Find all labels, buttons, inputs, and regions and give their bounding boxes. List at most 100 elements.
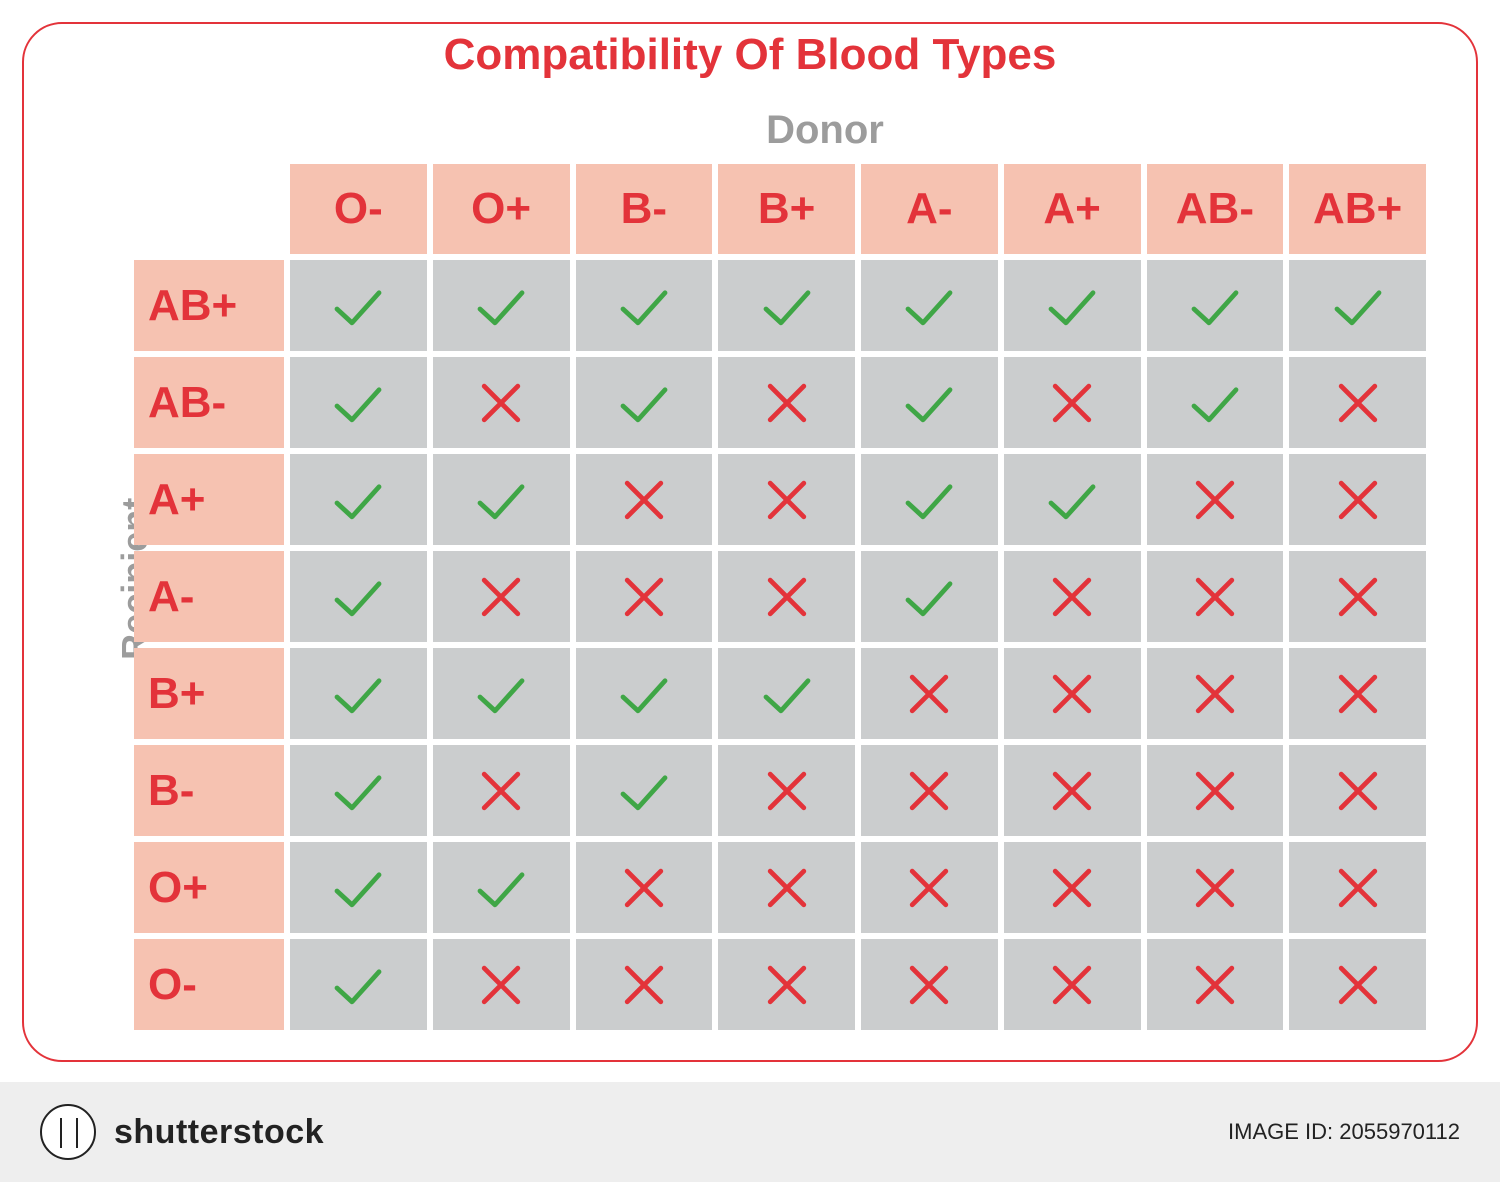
compatibility-cell (861, 357, 998, 448)
cross-icon (757, 955, 817, 1015)
check-icon (328, 761, 388, 821)
compatibility-cell (1004, 454, 1141, 545)
check-icon (614, 664, 674, 724)
compatibility-cell (718, 454, 855, 545)
compatibility-cell (576, 454, 713, 545)
recipient-header: A+ (134, 454, 284, 545)
compatibility-cell (576, 939, 713, 1030)
compatibility-grid: O-O+B-B+A-A+AB-AB+AB+AB-A+A-B+B-O+O- (134, 164, 1426, 1030)
compatibility-cell (718, 745, 855, 836)
compatibility-cell (576, 842, 713, 933)
cross-icon (757, 761, 817, 821)
compatibility-cell (1004, 551, 1141, 642)
compatibility-cell (433, 939, 570, 1030)
check-icon (899, 373, 959, 433)
donor-header: A- (861, 164, 998, 254)
compatibility-cell (433, 551, 570, 642)
compatibility-cell (576, 357, 713, 448)
cross-icon (899, 858, 959, 918)
check-icon (899, 470, 959, 530)
cross-icon (1328, 567, 1388, 627)
footer-image-id-value: 2055970112 (1339, 1119, 1460, 1144)
recipient-header: A- (134, 551, 284, 642)
cross-icon (1185, 664, 1245, 724)
stock-footer: shutterstock IMAGE ID: 2055970112 (0, 1082, 1500, 1182)
chart-frame: Compatibility Of Blood Types Donor Recip… (22, 22, 1478, 1062)
check-icon (1042, 276, 1102, 336)
cross-icon (1042, 664, 1102, 724)
compatibility-cell (1004, 648, 1141, 739)
check-icon (899, 567, 959, 627)
check-icon (471, 470, 531, 530)
compatibility-cell (290, 260, 427, 351)
cross-icon (1042, 761, 1102, 821)
cross-icon (1042, 373, 1102, 433)
cross-icon (757, 470, 817, 530)
compatibility-cell (861, 454, 998, 545)
check-icon (328, 955, 388, 1015)
check-icon (328, 664, 388, 724)
check-icon (328, 276, 388, 336)
title-wrap: Compatibility Of Blood Types (24, 30, 1476, 80)
check-icon (614, 373, 674, 433)
compatibility-cell (1289, 357, 1426, 448)
cross-icon (1328, 664, 1388, 724)
cross-icon (899, 761, 959, 821)
cross-icon (614, 567, 674, 627)
donor-axis-label: Donor (64, 108, 1436, 153)
cross-icon (614, 955, 674, 1015)
compatibility-cell (433, 648, 570, 739)
cross-icon (1042, 955, 1102, 1015)
compatibility-cell (1147, 842, 1284, 933)
donor-header: B- (576, 164, 713, 254)
compatibility-cell (433, 842, 570, 933)
compatibility-cell (861, 842, 998, 933)
cross-icon (614, 470, 674, 530)
recipient-header: O- (134, 939, 284, 1030)
chart-content: Donor Recipient O-O+B-B+A-A+AB-AB+AB+AB-… (64, 94, 1436, 1030)
compatibility-cell (718, 260, 855, 351)
compatibility-cell (1004, 939, 1141, 1030)
check-icon (757, 664, 817, 724)
cross-icon (1185, 858, 1245, 918)
check-icon (899, 276, 959, 336)
check-icon (1042, 470, 1102, 530)
compatibility-cell (433, 454, 570, 545)
footer-image-id-label: IMAGE ID: (1228, 1119, 1333, 1144)
compatibility-cell (718, 939, 855, 1030)
compatibility-cell (861, 260, 998, 351)
compatibility-cell (1289, 939, 1426, 1030)
compatibility-cell (718, 842, 855, 933)
footer-brand: shutterstock (114, 1113, 324, 1152)
check-icon (757, 276, 817, 336)
compatibility-cell (1147, 454, 1284, 545)
compatibility-cell (1147, 551, 1284, 642)
compatibility-cell (861, 939, 998, 1030)
donor-header: AB+ (1289, 164, 1426, 254)
cross-icon (1328, 858, 1388, 918)
check-icon (328, 567, 388, 627)
compatibility-cell (1289, 260, 1426, 351)
cross-icon (899, 955, 959, 1015)
compatibility-cell (1147, 745, 1284, 836)
cross-icon (757, 858, 817, 918)
compatibility-cell (433, 260, 570, 351)
recipient-header: B+ (134, 648, 284, 739)
recipient-header: AB+ (134, 260, 284, 351)
check-icon (471, 276, 531, 336)
footer-image-id: IMAGE ID: 2055970112 (1228, 1119, 1460, 1145)
cross-icon (614, 858, 674, 918)
recipient-header: AB- (134, 357, 284, 448)
compatibility-cell (1147, 260, 1284, 351)
recipient-header: O+ (134, 842, 284, 933)
check-icon (471, 664, 531, 724)
cross-icon (1328, 955, 1388, 1015)
donor-header: O+ (433, 164, 570, 254)
compatibility-cell (718, 551, 855, 642)
compatibility-cell (290, 454, 427, 545)
cross-icon (1042, 567, 1102, 627)
donor-header: AB- (1147, 164, 1284, 254)
compatibility-cell (576, 648, 713, 739)
donor-header: O- (290, 164, 427, 254)
compatibility-cell (1004, 260, 1141, 351)
